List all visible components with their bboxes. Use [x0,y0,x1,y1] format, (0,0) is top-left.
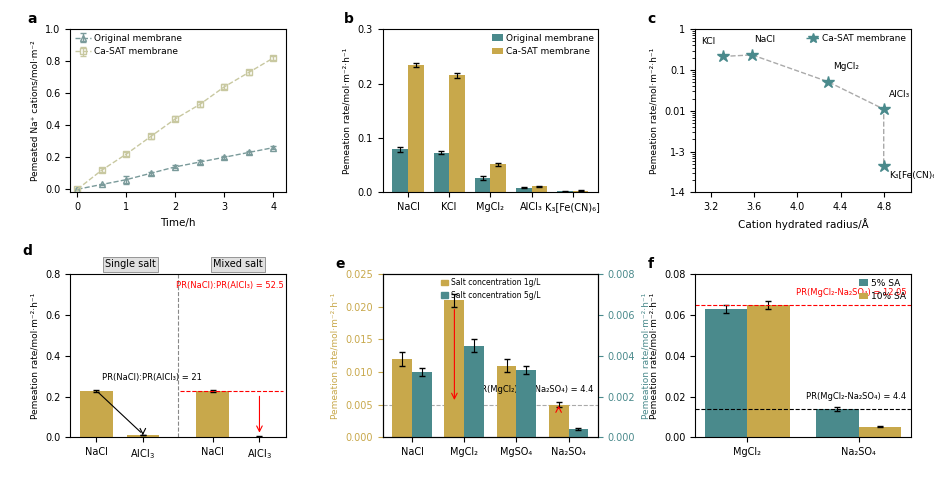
Text: AlCl₃: AlCl₃ [889,90,911,99]
Y-axis label: Pemeation rate/mol·m⁻²·h⁻¹: Pemeation rate/mol·m⁻²·h⁻¹ [649,48,658,174]
Bar [474,178,490,192]
Text: f: f [647,257,654,271]
Text: KCl: KCl [701,37,715,46]
Bar [531,187,547,192]
Bar [79,392,112,437]
Y-axis label: Pemeated Na⁺ cations/mol·m⁻²: Pemeated Na⁺ cations/mol·m⁻² [31,40,39,181]
Bar [392,150,408,192]
Text: PR(MgCl₂-Na₂SO₄) = 12.05: PR(MgCl₂-Na₂SO₄) = 12.05 [796,288,906,297]
Legend: Original membrane, Ca-SAT membrane: Original membrane, Ca-SAT membrane [75,34,181,56]
Text: PR(MgCl₂):PR(Na₂SO₄) = 4.4: PR(MgCl₂):PR(Na₂SO₄) = 4.4 [476,385,594,394]
Y-axis label: Pemeation rate/mol·m⁻²·h⁻¹: Pemeation rate/mol·m⁻²·h⁻¹ [331,293,340,419]
Bar [433,153,449,192]
Y-axis label: Pemeation rate/mol·m⁻²·h⁻¹: Pemeation rate/mol·m⁻²·h⁻¹ [343,48,352,174]
Bar [126,435,159,437]
Bar [196,392,229,437]
Bar [490,164,506,192]
Bar [517,370,536,437]
Bar [858,427,901,437]
Bar [747,305,789,437]
X-axis label: Time/h: Time/h [160,218,195,228]
Text: MgCl₂: MgCl₂ [833,62,859,71]
Legend: Ca-SAT membrane: Ca-SAT membrane [806,34,906,43]
Bar [548,405,569,437]
Legend: Salt concentration 1g/L, Salt concentration 5g/L: Salt concentration 1g/L, Salt concentrat… [441,278,540,300]
Bar [516,188,531,192]
Text: Mixed salt: Mixed salt [213,259,263,269]
Text: e: e [335,257,345,271]
Text: c: c [647,12,656,26]
Legend: 5% SA, 10% SA: 5% SA, 10% SA [859,278,906,301]
Legend: Original membrane, Ca-SAT membrane: Original membrane, Ca-SAT membrane [492,34,594,56]
Bar [408,65,424,192]
Bar [569,429,588,437]
Bar [412,372,432,437]
Bar [392,359,412,437]
Bar [243,436,276,437]
Bar [449,75,465,192]
Text: d: d [22,243,33,258]
Y-axis label: Pemeation rate/mol·m⁻²·h⁻¹: Pemeation rate/mol·m⁻²·h⁻¹ [31,293,39,419]
Y-axis label: Pemeation rate/mol·m⁻²·h⁻¹: Pemeation rate/mol·m⁻²·h⁻¹ [641,293,650,419]
Bar [445,300,464,437]
Text: PR(MgCl₂-Na₂SO₄) = 4.4: PR(MgCl₂-Na₂SO₄) = 4.4 [806,393,906,401]
Text: PR(NaCl):PR(AlCl₃) = 52.5: PR(NaCl):PR(AlCl₃) = 52.5 [176,280,283,290]
Text: PR(NaCl):PR(AlCl₃) = 21: PR(NaCl):PR(AlCl₃) = 21 [103,373,203,382]
Bar [557,191,573,192]
Bar [705,309,747,437]
Text: a: a [27,12,36,26]
Bar [497,365,517,437]
Text: NaCl: NaCl [755,35,775,45]
X-axis label: Cation hydrated radius/Å: Cation hydrated radius/Å [738,218,869,230]
Bar [573,191,588,192]
Text: K₃[Fe(CN)₆]: K₃[Fe(CN)₆] [889,171,934,180]
Bar [816,409,858,437]
Y-axis label: Pemeation rate/mol·m⁻²·h⁻¹: Pemeation rate/mol·m⁻²·h⁻¹ [649,293,658,419]
Text: b: b [344,12,354,26]
Bar [464,346,484,437]
Text: Single salt: Single salt [105,259,156,269]
